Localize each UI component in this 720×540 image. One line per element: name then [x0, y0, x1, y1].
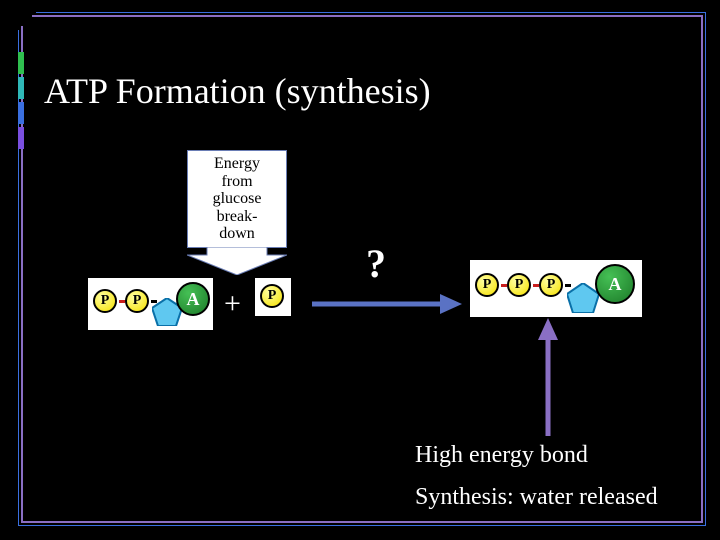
energy-line: break- — [217, 208, 258, 225]
plus-symbol: + — [224, 287, 241, 321]
energy-line: Energy — [214, 155, 260, 172]
caption-synthesis: Synthesis: water released — [415, 484, 658, 511]
question-mark: ? — [366, 240, 386, 287]
ribose-icon — [567, 283, 599, 313]
energy-label-box: Energy from glucose break- down — [187, 150, 287, 248]
phosphate-molecule: P — [255, 278, 291, 316]
slide-title: ATP Formation (synthesis) — [44, 70, 431, 112]
reaction-arrow-icon — [312, 292, 462, 316]
down-arrow-icon — [187, 247, 287, 275]
atp-molecule: P P P A — [470, 260, 642, 317]
energy-line: glucose — [213, 190, 262, 207]
adp-molecule: P P A — [88, 278, 213, 330]
energy-line: from — [221, 173, 252, 190]
bond-arrow-icon — [536, 318, 560, 436]
energy-line: down — [219, 225, 255, 242]
caption-high-energy: High energy bond — [415, 442, 588, 469]
